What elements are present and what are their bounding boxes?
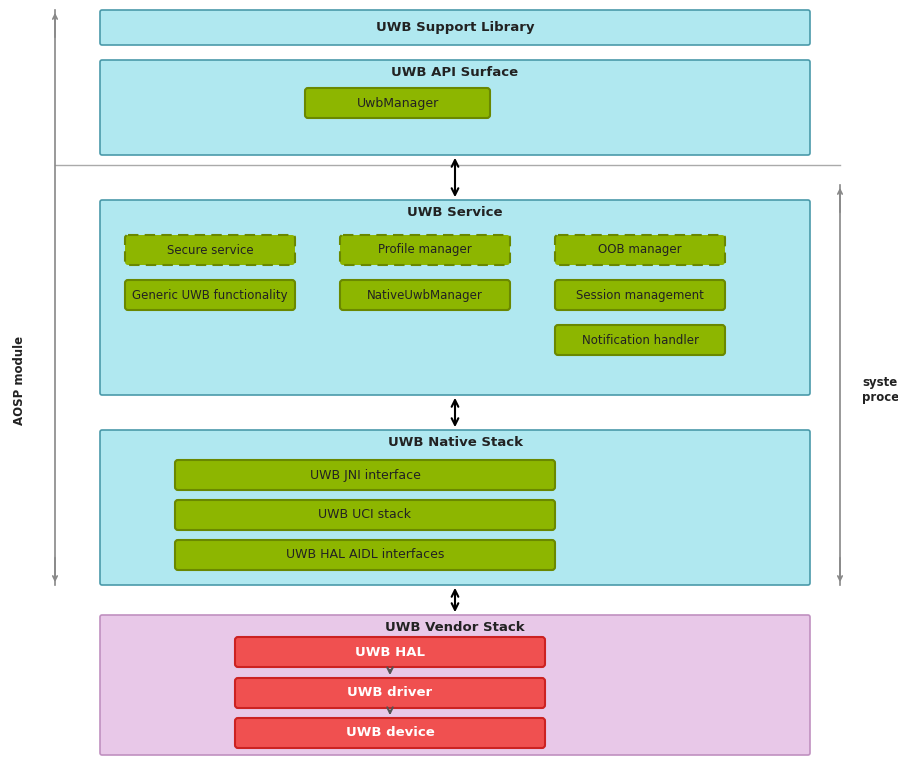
Text: UWB device: UWB device bbox=[346, 727, 435, 740]
FancyBboxPatch shape bbox=[175, 540, 555, 570]
FancyBboxPatch shape bbox=[555, 280, 725, 310]
Text: UWB API Surface: UWB API Surface bbox=[392, 66, 518, 79]
FancyBboxPatch shape bbox=[555, 325, 725, 355]
Text: UwbManager: UwbManager bbox=[357, 97, 438, 110]
FancyBboxPatch shape bbox=[340, 235, 510, 265]
Text: Profile manager: Profile manager bbox=[378, 244, 471, 256]
Text: Generic UWB functionality: Generic UWB functionality bbox=[132, 288, 288, 301]
Text: OOB manager: OOB manager bbox=[598, 244, 682, 256]
FancyBboxPatch shape bbox=[100, 60, 810, 155]
FancyBboxPatch shape bbox=[100, 615, 810, 755]
Text: UWB Vendor Stack: UWB Vendor Stack bbox=[385, 621, 524, 634]
FancyBboxPatch shape bbox=[175, 460, 555, 490]
Text: UWB JNI interface: UWB JNI interface bbox=[310, 469, 420, 482]
Text: NativeUwbManager: NativeUwbManager bbox=[367, 288, 483, 301]
FancyBboxPatch shape bbox=[235, 637, 545, 667]
FancyBboxPatch shape bbox=[305, 88, 490, 118]
Text: Session management: Session management bbox=[576, 288, 704, 301]
Text: UWB driver: UWB driver bbox=[348, 686, 433, 699]
Text: UWB Support Library: UWB Support Library bbox=[375, 21, 534, 34]
Text: UWB Native Stack: UWB Native Stack bbox=[388, 436, 523, 449]
FancyBboxPatch shape bbox=[175, 500, 555, 530]
FancyBboxPatch shape bbox=[125, 235, 295, 265]
Text: Notification handler: Notification handler bbox=[582, 333, 699, 346]
FancyBboxPatch shape bbox=[235, 678, 545, 708]
Text: system_server
process: system_server process bbox=[862, 376, 898, 404]
Text: UWB HAL AIDL interfaces: UWB HAL AIDL interfaces bbox=[286, 549, 445, 562]
FancyBboxPatch shape bbox=[340, 280, 510, 310]
Text: UWB UCI stack: UWB UCI stack bbox=[319, 508, 411, 521]
FancyBboxPatch shape bbox=[125, 280, 295, 310]
Text: UWB HAL: UWB HAL bbox=[355, 645, 425, 658]
FancyBboxPatch shape bbox=[555, 235, 725, 265]
FancyBboxPatch shape bbox=[100, 10, 810, 45]
Text: AOSP module: AOSP module bbox=[13, 336, 27, 425]
Text: UWB Service: UWB Service bbox=[408, 206, 503, 219]
Text: Secure service: Secure service bbox=[167, 244, 253, 256]
FancyBboxPatch shape bbox=[100, 430, 810, 585]
FancyBboxPatch shape bbox=[100, 200, 810, 395]
FancyBboxPatch shape bbox=[235, 718, 545, 748]
